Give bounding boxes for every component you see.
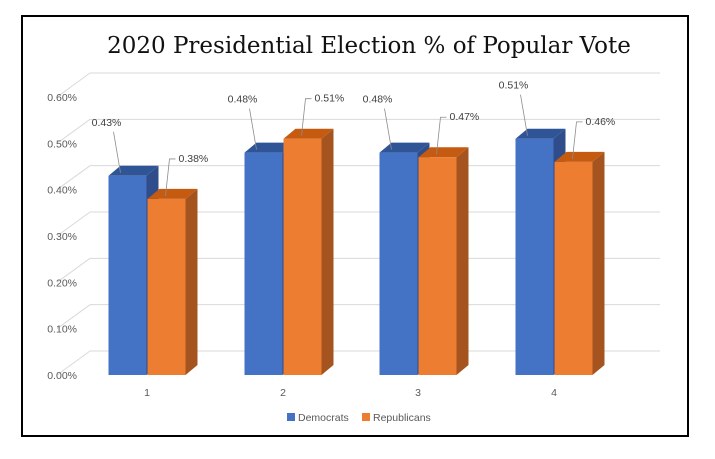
gridline-diagonal [56,118,91,144]
data-label-leader [165,158,176,196]
legend-label-republicans: Republicans [373,412,431,424]
data-label: 0.47% [450,111,480,123]
x-tick-label: 3 [415,387,421,399]
y-tick-label: 0.00% [47,370,77,382]
bar-top-democrats [379,142,430,153]
data-label-leader [520,94,528,136]
chart-title: 2020 Presidential Election % of Popular … [107,33,631,59]
bar-side-republicans [185,188,198,375]
bar-democrats [244,152,283,375]
chart-frame [21,15,689,437]
data-label-leader [249,108,257,150]
bar-democrats [515,138,554,375]
y-tick-label: 0.50% [47,138,77,150]
gridline-diagonal [56,350,91,376]
bar-republicans [283,138,322,375]
legend: Democrats Republicans [287,412,431,424]
bar-side-republicans [592,151,605,375]
x-tick-label: 1 [144,387,150,399]
bar-democrats [108,175,147,375]
bar-top-democrats [244,142,295,153]
data-label: 0.51% [315,93,345,105]
gridline-diagonal [56,165,91,191]
legend-swatch-democrats [287,413,295,421]
x-tick-label: 2 [280,387,286,399]
y-axis-ticks: 0.00% 0.10% 0.20% 0.30% 0.40% 0.50% 0.60% [47,92,77,382]
bar-top-republicans [283,128,334,139]
bar-democrats [379,152,418,375]
x-axis-ticks: 1 2 3 4 [144,387,557,399]
data-label-leader [384,108,392,150]
bar-top-democrats [108,165,159,176]
y-tick-label: 0.60% [47,92,77,104]
data-label: 0.38% [179,153,209,165]
data-label: 0.51% [499,80,529,92]
data-label: 0.48% [363,94,393,106]
gridline-diagonal [56,257,91,283]
data-label-leader [301,98,312,136]
y-tick-label: 0.30% [47,231,77,243]
bar-top-republicans [418,147,469,158]
data-label: 0.46% [586,116,616,128]
data-label-leader [572,121,583,159]
data-label-leader [436,116,447,155]
bars [108,128,605,375]
legend-label-democrats: Democrats [298,412,349,424]
bar-republicans [554,161,593,375]
bar-top-republicans [554,151,605,162]
bar-side-republicans [456,147,469,375]
y-tick-label: 0.20% [47,277,77,289]
x-tick-label: 4 [551,387,557,399]
y-tick-label: 0.10% [47,324,77,336]
data-label: 0.43% [92,117,122,129]
gridline-diagonal [56,72,91,98]
data-labels: 0.43% 0.38% 0.48% 0.51% 0.48% 0.47% 0.51% 0.46% [92,80,616,196]
data-label: 0.48% [228,94,258,106]
bar-republicans [418,157,457,375]
gridline-diagonal [56,304,91,330]
legend-swatch-republicans [362,413,370,421]
y-tick-label: 0.40% [47,185,77,197]
bar-side-republicans [321,128,334,375]
bar-republicans [147,198,186,375]
gridline-diagonal [56,211,91,237]
data-label-leader [113,131,121,173]
bar-top-republicans [147,188,198,199]
bar-top-democrats [515,128,566,139]
